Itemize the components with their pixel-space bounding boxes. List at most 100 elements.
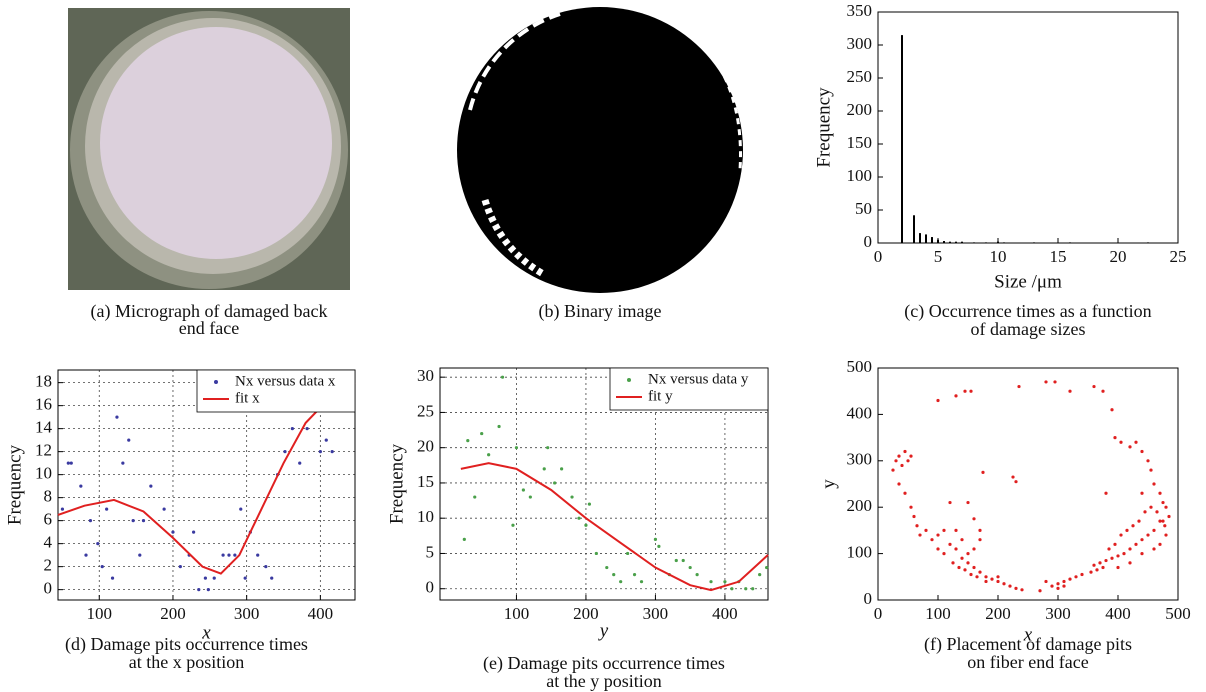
- point: [969, 572, 973, 577]
- point: [1044, 380, 1048, 384]
- point: [1119, 533, 1123, 537]
- point: [1152, 482, 1156, 486]
- y-tick-label: 30: [417, 366, 434, 385]
- point: [560, 467, 564, 471]
- point: [290, 427, 294, 431]
- y-tick-label: 100: [847, 543, 873, 562]
- x-tick-label: 0: [874, 604, 883, 623]
- point: [514, 446, 519, 450]
- y-tick-label: 8: [44, 487, 53, 506]
- point: [612, 573, 616, 577]
- point: [1140, 538, 1144, 542]
- point: [978, 538, 982, 542]
- micrograph: [68, 8, 350, 290]
- point: [1143, 510, 1147, 514]
- binary-edge: [481, 198, 547, 279]
- point: [1167, 514, 1171, 519]
- point: [969, 389, 973, 393]
- point: [1119, 440, 1123, 444]
- point: [115, 415, 119, 419]
- y-tick-label: 0: [864, 589, 873, 608]
- legend-swatch: [627, 378, 631, 382]
- point: [653, 537, 658, 541]
- point: [903, 491, 907, 495]
- caption: at the y position: [546, 671, 662, 691]
- point: [936, 398, 940, 403]
- point: [487, 453, 491, 457]
- point: [936, 533, 940, 537]
- x-tick-label: 100: [87, 604, 113, 623]
- point: [957, 565, 961, 570]
- point: [897, 454, 901, 458]
- point: [1101, 565, 1105, 570]
- point: [1014, 586, 1018, 591]
- point: [171, 530, 175, 534]
- point: [1113, 542, 1117, 546]
- y-tick-label: 300: [847, 34, 873, 53]
- point: [473, 495, 477, 499]
- point: [79, 484, 83, 488]
- y-tick-label: 350: [847, 1, 873, 20]
- point: [1062, 584, 1066, 588]
- point: [141, 519, 146, 523]
- point: [546, 446, 550, 450]
- point: [178, 565, 182, 569]
- caption: end face: [179, 318, 239, 338]
- caption: at the x position: [129, 652, 245, 672]
- point: [1152, 547, 1156, 551]
- y-tick-label: 25: [417, 401, 434, 420]
- point: [127, 438, 131, 442]
- x-tick-label: 400: [712, 604, 738, 623]
- x-tick-label: 0: [874, 247, 883, 266]
- point: [632, 573, 637, 577]
- point: [996, 579, 1000, 584]
- point: [978, 570, 982, 574]
- x-tick-label: 100: [925, 604, 951, 623]
- bar: [985, 242, 987, 243]
- bar: [973, 242, 975, 243]
- point: [972, 565, 976, 570]
- point: [942, 528, 946, 533]
- x-axis-label: x: [1023, 624, 1033, 645]
- point: [233, 553, 237, 557]
- point: [1068, 389, 1072, 393]
- y-tick-label: 14: [35, 418, 53, 437]
- y-tick-label: 200: [847, 496, 873, 515]
- point: [1155, 510, 1159, 514]
- x-tick-label: 200: [160, 604, 186, 623]
- point: [765, 565, 769, 570]
- chart: 0 100 200 300 400 500 0 100 200 300 400 500 x y (f) Pl…: [818, 357, 1190, 672]
- point: [1116, 565, 1120, 570]
- point: [1113, 436, 1117, 440]
- caption: (c) Occurrence times as a function: [904, 301, 1151, 322]
- point: [500, 375, 505, 379]
- point: [674, 558, 678, 563]
- point: [1122, 552, 1126, 556]
- point: [966, 500, 970, 505]
- caption: (b) Binary image: [539, 301, 662, 322]
- bar: [949, 241, 951, 243]
- point: [1128, 547, 1132, 551]
- point: [1074, 575, 1078, 579]
- point: [212, 576, 216, 580]
- point: [197, 588, 201, 592]
- plot-frame: [877, 367, 1179, 601]
- point: [324, 438, 328, 442]
- point: [1011, 475, 1015, 479]
- point: [626, 551, 630, 556]
- point: [203, 576, 207, 580]
- caption: (e) Damage pits occurrence times: [483, 653, 725, 674]
- point: [984, 579, 988, 584]
- point: [584, 523, 588, 527]
- chart: 100 200 300 400 0 5 10 15 20 25 30 y Frequency (e) Da…: [386, 366, 769, 691]
- point: [1158, 491, 1162, 495]
- point: [981, 470, 985, 474]
- point: [1158, 519, 1162, 523]
- point: [1104, 491, 1108, 495]
- point: [206, 588, 210, 592]
- caption: on fiber end face: [967, 652, 1088, 672]
- point: [681, 558, 685, 563]
- point: [466, 439, 470, 443]
- point: [100, 565, 104, 569]
